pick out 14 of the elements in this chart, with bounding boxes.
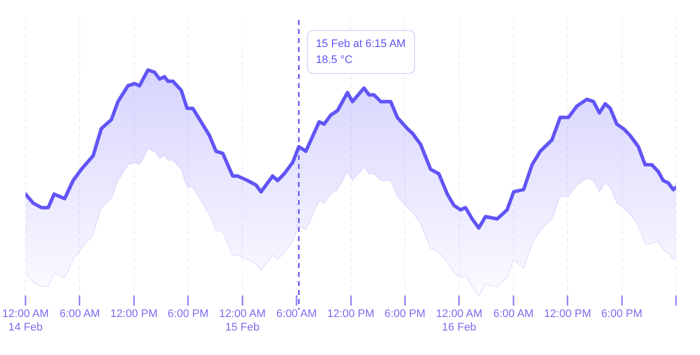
x-tick-label: 6:00 PM — [384, 308, 426, 320]
x-tick-label: 6:00 PM — [601, 308, 642, 320]
x-tick-label: 12:00 PM — [327, 308, 374, 320]
x-tick-label: 12:00 AM 14 Feb — [2, 308, 49, 334]
x-tick-label: 12:00 AM 15 Feb — [219, 308, 266, 334]
x-tick-label: 12:00 PM — [544, 308, 592, 320]
x-tick-label: 12:00 AM 16 Feb — [436, 308, 482, 334]
text: 18.5 °C — [316, 53, 354, 68]
x-tick-label: 6:00 AM — [60, 308, 100, 320]
x-tick-label: 12:00 PM — [110, 308, 158, 320]
x-tick-label: 6:00 AM — [276, 308, 317, 320]
text: 15 Feb at 6:15 AM — [316, 37, 406, 52]
x-tick-label: 6:00 AM — [493, 308, 534, 320]
x-tick-label: 6:00 PM — [168, 308, 209, 320]
